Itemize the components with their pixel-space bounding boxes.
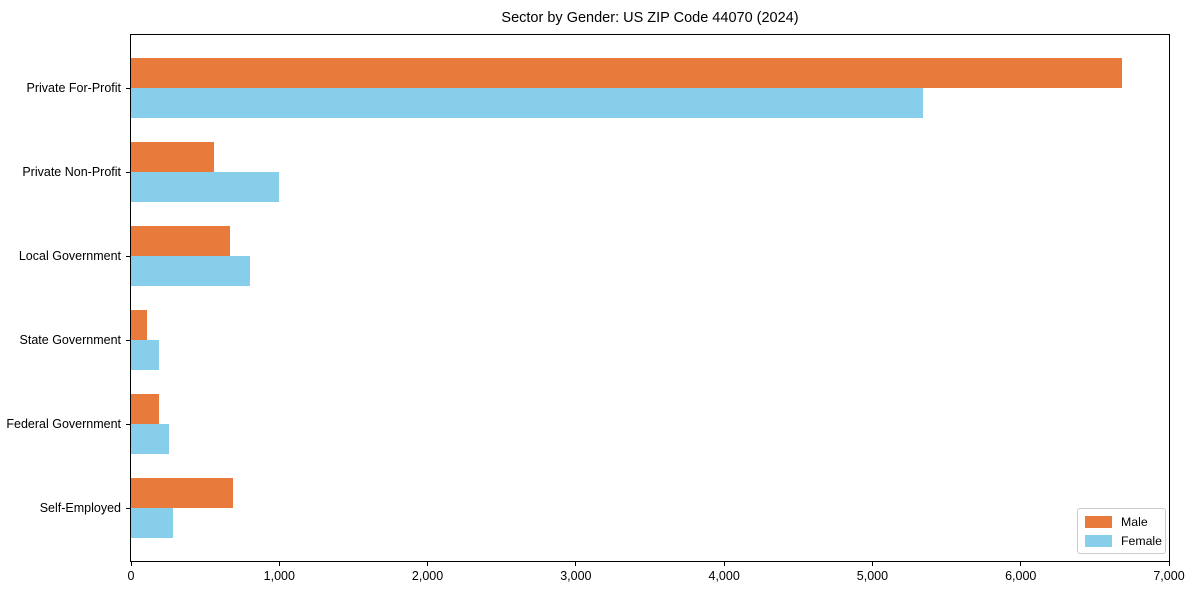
y-axis-label-self-employed: Self-Employed [39,501,121,515]
bar-male-self-employed [131,478,233,508]
x-axis-label-2000: 2,000 [411,569,444,583]
chart-title: Sector by Gender: US ZIP Code 44070 (202… [501,10,799,26]
x-tick-3000 [575,562,577,566]
x-axis-label-0: 0 [127,569,135,583]
legend-item-male: Male [1085,515,1158,529]
x-tick-4000 [723,562,725,566]
x-tick-0 [130,562,132,566]
bar-male-state-government [131,310,147,340]
legend-label-female: Female [1121,534,1163,548]
bar-male-private-non-profit [131,142,215,172]
x-axis-label-3000: 3,000 [560,569,592,583]
bar-female-federal-government [131,424,169,454]
y-tick-federal-government [126,424,130,425]
plot-area [130,34,1170,562]
bar-female-private-for-profit [131,88,923,118]
x-tick-6000 [1020,562,1022,566]
bar-female-private-non-profit [131,172,280,202]
y-axis-label-private-non-profit: Private Non-Profit [22,165,121,179]
y-axis-label-federal-government: Federal Government [6,417,121,431]
y-tick-local-government [126,256,130,257]
legend-item-female: Female [1085,534,1162,548]
bar-male-federal-government [131,394,160,424]
y-axis-label-local-government: Local Government [18,249,121,263]
y-tick-private-non-profit [126,172,130,173]
bar-female-state-government [131,340,160,370]
x-axis-label-4000: 4,000 [708,569,740,583]
y-tick-state-government [126,340,130,341]
bar-male-private-for-profit [131,58,1122,88]
bar-female-local-government [131,256,251,286]
bar-female-self-employed [131,508,173,538]
legend-label-male: Male [1121,515,1148,529]
x-axis-label-5000: 5,000 [856,569,889,583]
legend: Male Female [1077,508,1166,554]
x-axis-label-6000: 6,000 [1005,569,1037,583]
x-tick-5000 [871,562,873,566]
y-tick-self-employed [126,508,130,509]
legend-swatch-female [1085,535,1112,547]
x-tick-1000 [278,562,280,566]
y-axis-label-state-government: State Government [19,333,121,347]
x-tick-2000 [427,562,429,566]
bar-male-local-government [131,226,231,256]
x-axis-label-7000: 7,000 [1153,569,1185,583]
x-tick-7000 [1168,562,1170,566]
y-axis-label-private-for-profit: Private For-Profit [26,81,121,95]
y-tick-private-for-profit [126,88,130,89]
x-axis-label-1000: 1,000 [263,569,295,583]
legend-swatch-male [1085,516,1112,528]
